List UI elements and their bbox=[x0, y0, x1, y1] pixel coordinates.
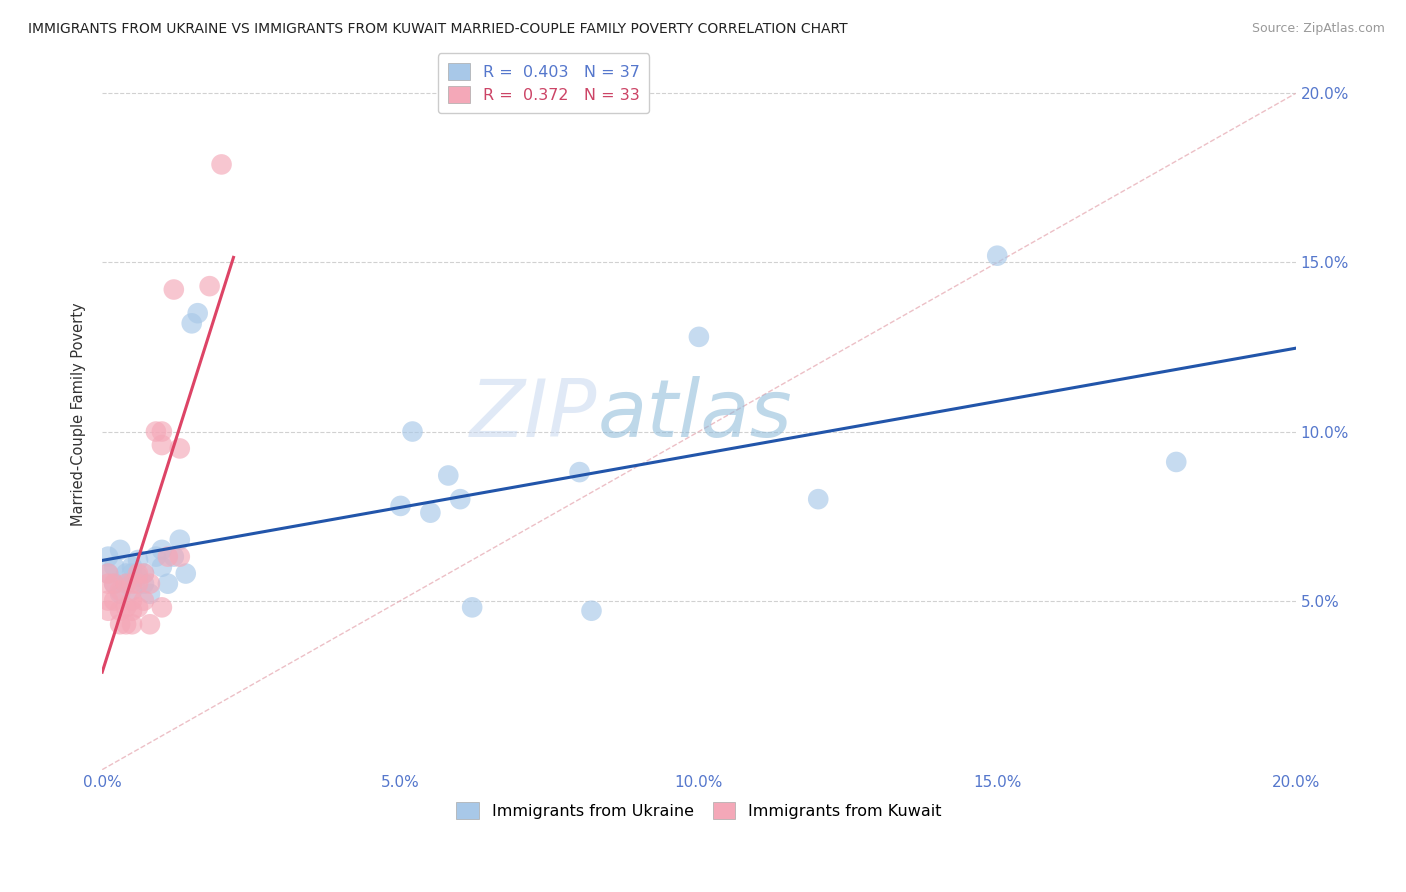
Text: atlas: atlas bbox=[598, 376, 792, 454]
Point bbox=[115, 617, 138, 632]
Point bbox=[163, 549, 186, 564]
Point bbox=[121, 593, 143, 607]
Point bbox=[150, 438, 173, 452]
Text: ZIP: ZIP bbox=[470, 376, 598, 454]
Point bbox=[97, 549, 120, 564]
Point bbox=[103, 576, 125, 591]
Y-axis label: Married-Couple Family Poverty: Married-Couple Family Poverty bbox=[72, 302, 86, 526]
Point bbox=[180, 316, 202, 330]
Point bbox=[986, 249, 1008, 263]
Point bbox=[132, 566, 155, 581]
Point bbox=[127, 553, 149, 567]
Point bbox=[461, 600, 484, 615]
Point bbox=[1166, 455, 1188, 469]
Point bbox=[581, 604, 603, 618]
Point bbox=[419, 506, 441, 520]
Point bbox=[115, 576, 138, 591]
Point bbox=[127, 576, 149, 591]
Point bbox=[132, 576, 155, 591]
Point bbox=[156, 576, 179, 591]
Point bbox=[103, 559, 125, 574]
Point bbox=[139, 587, 162, 601]
Point bbox=[108, 587, 131, 601]
Point bbox=[150, 559, 173, 574]
Point bbox=[156, 549, 179, 564]
Point bbox=[108, 583, 131, 598]
Point bbox=[688, 330, 710, 344]
Point bbox=[108, 542, 131, 557]
Point bbox=[115, 566, 138, 581]
Point bbox=[389, 499, 412, 513]
Point bbox=[187, 306, 209, 320]
Text: IMMIGRANTS FROM UKRAINE VS IMMIGRANTS FROM KUWAIT MARRIED-COUPLE FAMILY POVERTY : IMMIGRANTS FROM UKRAINE VS IMMIGRANTS FR… bbox=[28, 22, 848, 37]
Point bbox=[115, 576, 138, 591]
Point bbox=[139, 617, 162, 632]
Point bbox=[97, 566, 120, 581]
Point bbox=[807, 492, 830, 507]
Point bbox=[401, 425, 423, 439]
Point bbox=[108, 604, 131, 618]
Point bbox=[145, 425, 167, 439]
Point bbox=[97, 604, 120, 618]
Point bbox=[198, 279, 221, 293]
Point bbox=[97, 576, 120, 591]
Point bbox=[150, 600, 173, 615]
Point bbox=[108, 617, 131, 632]
Point bbox=[121, 583, 143, 598]
Point bbox=[103, 576, 125, 591]
Point bbox=[127, 600, 149, 615]
Point bbox=[169, 549, 191, 564]
Point bbox=[121, 576, 143, 591]
Point bbox=[121, 617, 143, 632]
Point bbox=[97, 593, 120, 607]
Legend: Immigrants from Ukraine, Immigrants from Kuwait: Immigrants from Ukraine, Immigrants from… bbox=[450, 796, 948, 826]
Point bbox=[211, 157, 233, 171]
Point bbox=[121, 604, 143, 618]
Point bbox=[121, 559, 143, 574]
Point bbox=[169, 442, 191, 456]
Point bbox=[121, 566, 143, 581]
Point bbox=[139, 576, 162, 591]
Point bbox=[174, 566, 197, 581]
Point bbox=[132, 593, 155, 607]
Point bbox=[449, 492, 471, 507]
Point bbox=[97, 566, 120, 581]
Point bbox=[150, 542, 173, 557]
Point bbox=[145, 549, 167, 564]
Point bbox=[132, 566, 155, 581]
Point bbox=[150, 425, 173, 439]
Point bbox=[127, 570, 149, 584]
Point bbox=[437, 468, 460, 483]
Point bbox=[103, 593, 125, 607]
Point bbox=[127, 566, 149, 581]
Point bbox=[163, 283, 186, 297]
Point bbox=[169, 533, 191, 547]
Text: Source: ZipAtlas.com: Source: ZipAtlas.com bbox=[1251, 22, 1385, 36]
Point bbox=[115, 600, 138, 615]
Point bbox=[568, 465, 591, 479]
